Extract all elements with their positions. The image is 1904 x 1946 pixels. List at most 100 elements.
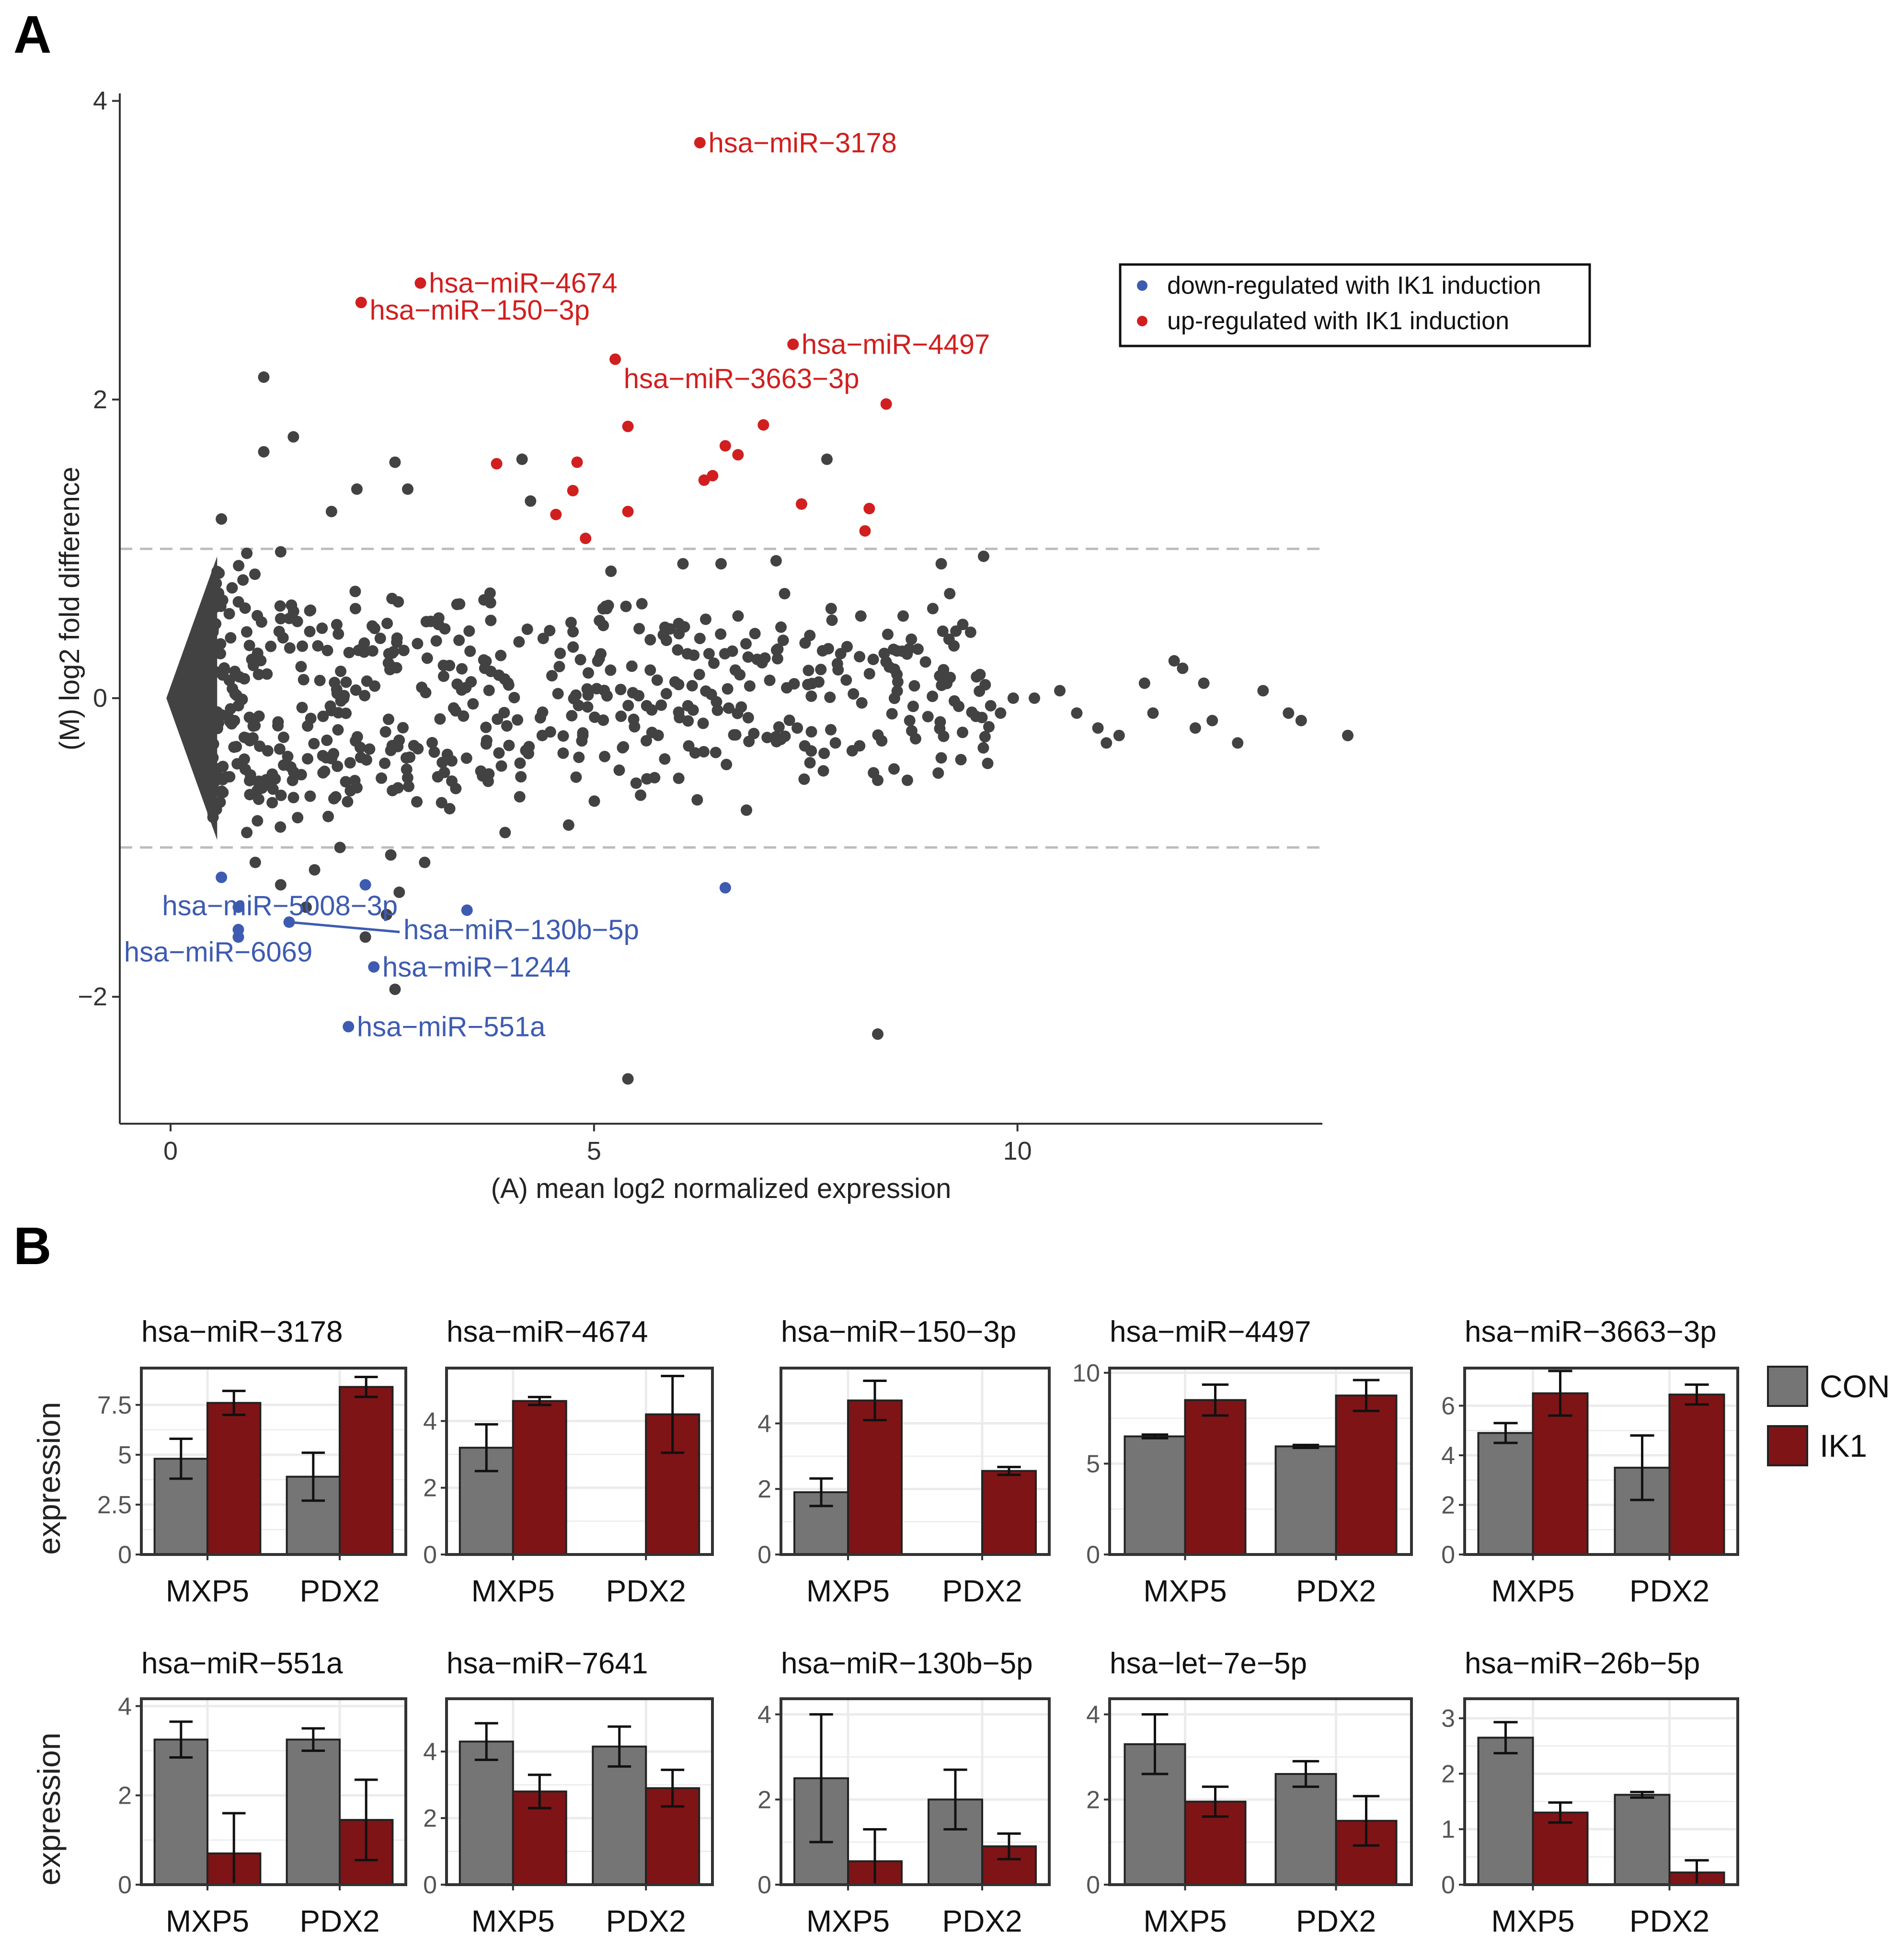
point-gray: [367, 620, 379, 632]
point-gray: [856, 697, 868, 709]
point-gray: [570, 771, 582, 783]
error-bar: [608, 1725, 631, 1768]
bar-con: [153, 1739, 209, 1886]
point-gray: [891, 685, 903, 697]
point-gray: [247, 720, 259, 732]
point-gray: [818, 748, 830, 760]
point-gray: [589, 711, 601, 723]
point-gray: [456, 684, 468, 696]
point-gray: [872, 774, 884, 786]
x-tick-label: 0: [163, 1137, 178, 1165]
point-gray: [274, 743, 286, 755]
point-gray: [723, 702, 734, 714]
point-gray: [677, 558, 689, 570]
point-gray: [252, 815, 264, 827]
point-gray: [779, 587, 791, 599]
point-down: [368, 961, 380, 973]
point-gray: [711, 704, 723, 716]
point-gray: [867, 654, 879, 666]
point-gray: [253, 710, 265, 722]
facet-title: hsa−miR−3178: [141, 1315, 343, 1348]
point-gray: [652, 729, 664, 741]
point-gray: [1198, 677, 1210, 689]
point-gray: [437, 670, 449, 682]
point-gray: [759, 652, 771, 664]
point-gray: [791, 722, 803, 734]
point-gray: [302, 753, 314, 765]
point-gray: [817, 765, 829, 777]
panel-letter-a: A: [13, 5, 51, 64]
point-gray: [740, 638, 752, 650]
point-gray: [872, 1028, 884, 1040]
point-gray: [252, 793, 264, 805]
facet-frame: [1463, 1367, 1739, 1556]
point-gray: [1092, 722, 1104, 734]
point-gray: [672, 644, 684, 656]
point-gray: [934, 716, 946, 728]
point-gray: [277, 632, 289, 644]
point-gray: [359, 690, 371, 702]
facet-9: hsa−let−7e−5p 0 2 4 MXP5 PDX2: [1086, 1647, 1413, 1938]
point-gray: [305, 713, 317, 725]
error-bar: [1202, 1383, 1229, 1417]
point-gray: [912, 643, 924, 655]
error-bar: [661, 1768, 685, 1808]
point-gray: [463, 625, 475, 637]
y-tick-label: 5: [118, 1441, 132, 1469]
facet-title: hsa−let−7e−5p: [1110, 1647, 1307, 1680]
y-tick-label: 4: [1086, 1701, 1100, 1729]
point-gray: [291, 615, 303, 627]
point-gray: [749, 628, 761, 640]
bar-ik1: [206, 1402, 262, 1555]
point-gray: [937, 625, 949, 637]
point-up: [757, 419, 769, 431]
point-gray: [1295, 714, 1307, 726]
point-label: hsa−miR−551a: [357, 1011, 546, 1042]
point-gray: [209, 771, 221, 783]
point-gray: [886, 708, 898, 720]
y-tick-label: 2: [757, 1475, 771, 1503]
point-gray: [243, 639, 255, 651]
point-gray: [216, 513, 228, 525]
point-gray: [764, 674, 776, 686]
x-category-label: MXP5: [806, 1574, 890, 1608]
point-gray: [330, 791, 342, 803]
point-gray: [329, 677, 341, 689]
point-gray: [573, 751, 585, 763]
error-bar: [1292, 1443, 1319, 1449]
point-gray: [284, 642, 296, 654]
point-gray: [344, 757, 356, 769]
facet-4: hsa−miR−4497 0 5 10 MXP5 PDX2: [1072, 1315, 1413, 1608]
facet-frame: [1463, 1697, 1739, 1886]
point-gray: [485, 666, 497, 678]
point-gray: [633, 622, 645, 634]
point-gray: [499, 827, 511, 839]
error-bar: [1493, 1422, 1518, 1444]
bar-ik1: [847, 1399, 903, 1555]
point-gray: [922, 711, 934, 723]
point-gray: [387, 784, 399, 796]
point-gray: [351, 782, 363, 794]
facet-frame: [780, 1367, 1051, 1556]
y-tick-label: 10: [1072, 1359, 1100, 1387]
y-tick-label: 2.5: [97, 1491, 132, 1519]
point-gray: [209, 601, 221, 613]
point-gray: [669, 676, 681, 688]
point-gray: [901, 774, 913, 786]
point-gray: [565, 617, 577, 629]
point-gray: [686, 680, 698, 692]
point-gray: [380, 909, 392, 921]
x-category-label: MXP5: [1143, 1574, 1227, 1608]
point-gray: [568, 692, 580, 704]
error-bar: [1548, 1801, 1572, 1824]
point-gray: [275, 879, 287, 891]
legend-label-ik1: IK1: [1820, 1428, 1867, 1463]
point-gray: [393, 887, 405, 898]
point-gray: [211, 706, 223, 718]
point-gray: [537, 633, 549, 645]
error-bar: [997, 1832, 1021, 1861]
y-tick-label: 2: [423, 1474, 437, 1502]
point-gray: [841, 641, 853, 653]
point-gray: [908, 680, 920, 692]
point-gray: [287, 792, 299, 804]
